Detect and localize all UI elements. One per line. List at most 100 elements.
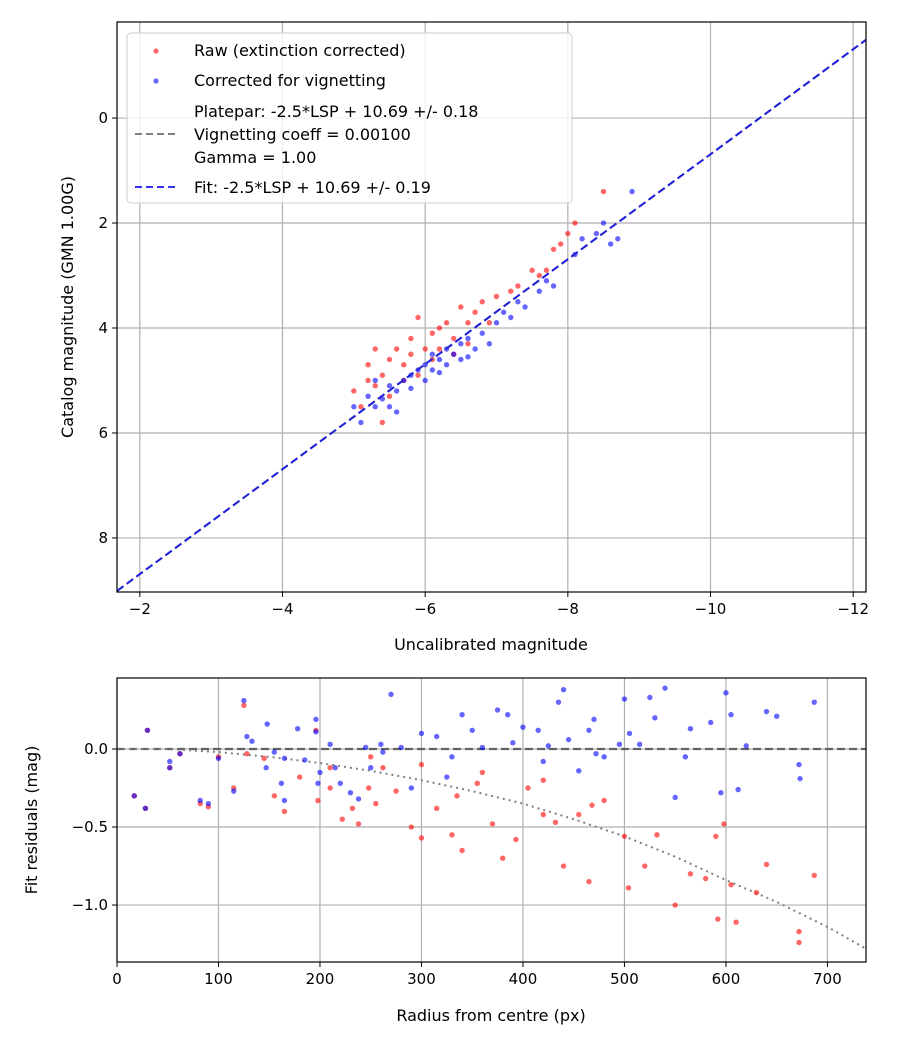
corrected-point xyxy=(177,750,183,757)
corrected-point xyxy=(249,738,255,744)
corrected-point xyxy=(368,765,374,771)
corrected-point xyxy=(393,388,400,394)
top-y-axis-label: Catalog magnitude (GMN 1.00G) xyxy=(58,176,77,438)
bottom-y-axis-label: Fit residuals (mag) xyxy=(22,746,41,895)
corrected-point xyxy=(313,729,319,735)
raw-point xyxy=(372,383,378,389)
corrected-point xyxy=(167,765,173,771)
raw-point xyxy=(358,404,364,410)
raw-point xyxy=(753,889,760,896)
raw-point xyxy=(525,785,531,791)
y-tick-label: 2 xyxy=(98,214,108,232)
corrected-point xyxy=(601,754,607,760)
y-tick-label: −1.0 xyxy=(72,896,108,914)
raw-point xyxy=(355,821,362,827)
legend-raw-label: Raw (extinction corrected) xyxy=(194,41,406,60)
corrected-point xyxy=(576,768,582,774)
raw-point xyxy=(642,863,648,869)
raw-point xyxy=(796,928,802,935)
corrected-point xyxy=(380,749,386,755)
corrected-point xyxy=(555,699,562,705)
raw-point xyxy=(513,836,519,843)
corrected-point xyxy=(347,789,354,796)
corrected-point xyxy=(450,351,457,357)
corrected-point xyxy=(436,369,443,376)
corrected-point xyxy=(797,775,803,782)
y-tick-label: −0.5 xyxy=(72,818,108,836)
corrected-point xyxy=(494,707,501,713)
y-tick-label: 8 xyxy=(98,529,108,547)
raw-point xyxy=(515,283,521,289)
corrected-point xyxy=(388,691,394,698)
corrected-point xyxy=(486,341,493,347)
x-tick-label: −4 xyxy=(271,600,293,618)
raw-point xyxy=(365,785,372,791)
corrected-point xyxy=(493,320,500,326)
raw-point xyxy=(393,788,399,794)
corrected-point xyxy=(386,383,393,389)
corrected-point xyxy=(294,726,301,732)
corrected-point xyxy=(508,314,514,321)
corrected-point xyxy=(621,696,628,702)
corrected-point xyxy=(586,727,592,733)
corrected-point xyxy=(332,765,338,771)
raw-point xyxy=(536,272,542,279)
raw-point xyxy=(572,220,578,226)
raw-point xyxy=(401,362,407,368)
corrected-point xyxy=(408,385,414,392)
raw-point xyxy=(450,335,457,342)
x-tick-label: 600 xyxy=(712,970,741,988)
corrected-point xyxy=(459,711,465,718)
corrected-point xyxy=(560,687,567,693)
raw-point xyxy=(721,821,727,827)
corrected-point xyxy=(682,754,689,760)
raw-point xyxy=(454,793,460,799)
axes-frame xyxy=(116,21,867,593)
raw-point xyxy=(540,811,546,818)
corrected-point xyxy=(365,393,371,399)
raw-point xyxy=(687,871,694,877)
corrected-point xyxy=(510,740,516,746)
legend-raw-marker xyxy=(153,48,159,54)
corrected-point xyxy=(351,404,357,410)
raw-point xyxy=(373,800,379,807)
raw-point xyxy=(418,761,425,768)
corrected-point xyxy=(362,744,369,751)
raw-point xyxy=(379,419,386,426)
x-tick-label: 300 xyxy=(407,970,436,988)
raw-point xyxy=(552,819,559,826)
corrected-point xyxy=(378,741,384,748)
raw-point xyxy=(465,320,471,326)
raw-point xyxy=(796,939,802,946)
raw-point xyxy=(379,372,386,378)
raw-point xyxy=(557,241,564,247)
y-tick-label: 0.0 xyxy=(84,740,108,758)
corrected-point xyxy=(520,724,526,730)
corrected-point xyxy=(607,241,614,247)
corrected-point xyxy=(723,690,729,696)
corrected-point xyxy=(231,788,237,794)
corrected-point xyxy=(315,780,321,787)
legend-gamma-label: Gamma = 1.00 xyxy=(194,148,316,167)
corrected-point xyxy=(408,785,415,791)
corrected-point xyxy=(615,236,621,242)
x-tick-label: −2 xyxy=(129,600,151,618)
corrected-point xyxy=(458,356,464,363)
corrected-point xyxy=(263,765,269,771)
corrected-point xyxy=(505,711,511,718)
corrected-point xyxy=(629,188,635,195)
corrected-point xyxy=(472,346,478,352)
raw-point xyxy=(281,808,288,815)
legend-vignetting-label: Vignetting coeff = 0.00100 xyxy=(194,125,411,144)
corrected-point xyxy=(687,726,694,732)
raw-point xyxy=(733,919,739,925)
corrected-point xyxy=(386,404,393,410)
corrected-point xyxy=(469,727,475,733)
corrected-point xyxy=(142,805,149,811)
corrected-point xyxy=(535,727,541,733)
corrected-point xyxy=(458,341,464,347)
x-tick-label: 500 xyxy=(610,970,639,988)
raw-point xyxy=(372,346,378,352)
raw-point xyxy=(465,341,471,347)
corrected-point xyxy=(465,335,471,342)
